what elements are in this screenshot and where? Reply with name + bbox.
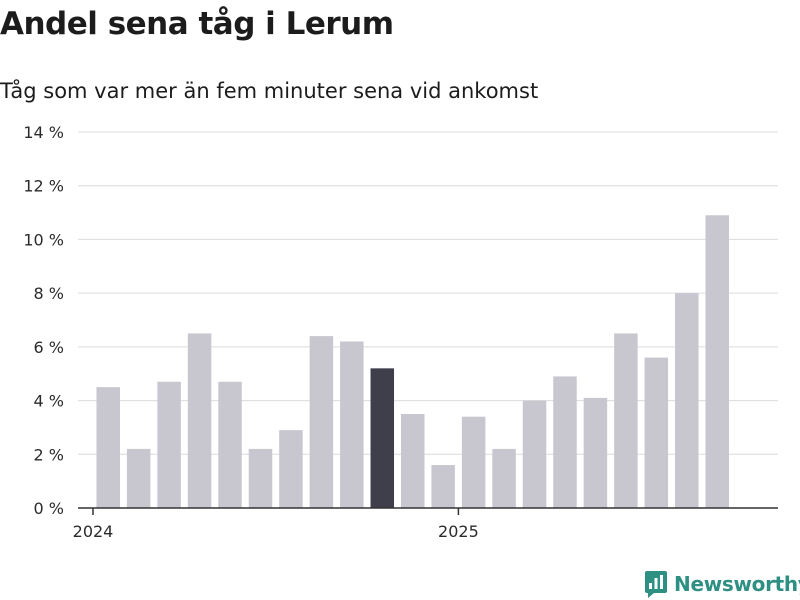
bar	[675, 293, 699, 508]
y-tick-label: 12 %	[23, 177, 64, 196]
bar	[644, 357, 669, 508]
bar	[461, 416, 486, 508]
bar	[583, 397, 608, 508]
x-tick-label: 2024	[73, 522, 114, 541]
newsworthy-logo-icon	[645, 571, 667, 598]
y-tick-label: 0 %	[34, 499, 64, 518]
bar	[309, 336, 334, 508]
bar	[522, 400, 547, 508]
bar	[340, 341, 364, 508]
bar	[400, 414, 425, 508]
bar	[218, 381, 242, 508]
x-tick-label: 2025	[438, 522, 479, 541]
bar	[126, 448, 151, 508]
bar	[431, 465, 455, 508]
bar	[370, 368, 395, 508]
bar	[248, 448, 273, 508]
bar	[187, 333, 212, 508]
bar	[614, 333, 638, 508]
chart-subtitle: Tåg som var mer än fem minuter sena vid …	[0, 79, 539, 103]
y-tick-label: 6 %	[34, 338, 64, 357]
bar	[705, 215, 729, 508]
y-tick-label: 8 %	[34, 284, 64, 303]
bar	[157, 381, 181, 508]
chart-title: Andel sena tåg i Lerum	[0, 6, 394, 42]
y-tick-label: 14 %	[23, 123, 64, 142]
bar	[492, 448, 516, 508]
newsworthy-logo: Newsworthy	[644, 569, 800, 599]
bar	[553, 376, 577, 508]
y-tick-label: 10 %	[23, 230, 64, 249]
y-tick-label: 2 %	[34, 445, 64, 464]
brand-name: Newsworthy	[674, 572, 800, 596]
bar	[96, 387, 120, 508]
bar	[279, 430, 303, 508]
y-tick-label: 4 %	[34, 392, 64, 411]
